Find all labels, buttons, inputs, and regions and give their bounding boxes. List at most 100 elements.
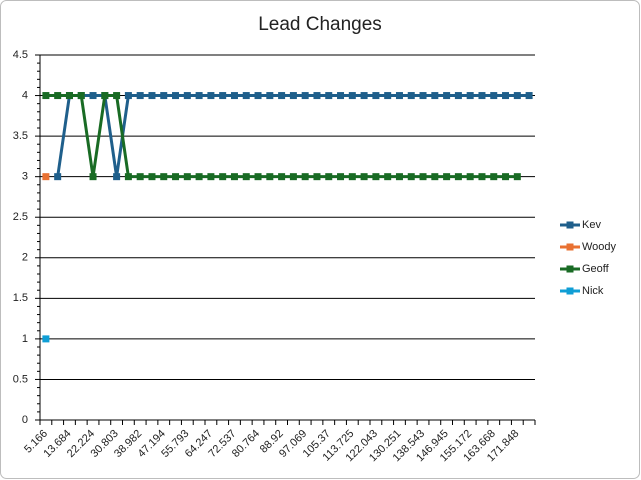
point-marker [419,173,427,181]
point-marker [490,92,498,100]
point-marker [42,173,50,181]
legend-marker [566,287,574,295]
point-marker [513,173,521,181]
point-marker [160,173,168,181]
chart-title: Lead Changes [258,14,382,35]
point-marker [65,92,73,100]
point-marker [266,92,274,100]
point-marker [195,173,203,181]
point-marker [466,92,474,100]
point-marker [360,173,368,181]
point-marker [525,92,533,100]
point-marker [136,92,144,100]
point-marker [313,92,321,100]
point-marker [325,173,333,181]
legend-label: Woody [582,241,617,253]
point-marker [502,92,510,100]
legend-marker [566,221,574,229]
point-marker [195,92,203,100]
point-marker [490,173,498,181]
y-tick-label: 3.5 [13,130,28,142]
point-marker [337,173,345,181]
point-marker [101,92,109,100]
point-marker [431,92,439,100]
point-marker [136,173,144,181]
point-marker [89,92,97,100]
point-marker [242,173,250,181]
point-marker [313,173,321,181]
point-marker [289,173,297,181]
point-marker [372,92,380,100]
point-marker [89,173,97,181]
point-marker [407,173,415,181]
y-tick-label: 3 [22,171,28,183]
point-marker [419,92,427,100]
point-marker [325,92,333,100]
legend-label: Nick [582,285,604,297]
y-tick-label: 0 [22,414,28,426]
point-marker [443,92,451,100]
point-marker [219,173,227,181]
legend-label: Kev [582,219,601,231]
point-marker [207,173,215,181]
point-marker [301,173,309,181]
point-marker [42,92,50,100]
point-marker [502,173,510,181]
point-marker [431,173,439,181]
point-marker [230,173,238,181]
point-marker [242,92,250,100]
point-marker [254,173,262,181]
y-tick-label: 1 [22,333,28,345]
point-marker [407,92,415,100]
point-marker [42,335,50,343]
point-marker [384,92,392,100]
point-marker [443,173,451,181]
point-marker [454,173,462,181]
point-marker [148,173,156,181]
point-marker [113,173,121,181]
y-tick-label: 2 [22,252,28,264]
point-marker [183,173,191,181]
point-marker [360,92,368,100]
point-marker [395,92,403,100]
point-marker [54,173,62,181]
point-marker [54,92,62,100]
point-marker [148,92,156,100]
point-marker [230,92,238,100]
point-marker [384,173,392,181]
point-marker [113,92,121,100]
point-marker [278,92,286,100]
y-tick-label: 0.5 [13,373,28,385]
y-tick-label: 2.5 [13,211,28,223]
legend-marker [566,243,574,251]
point-marker [254,92,262,100]
point-marker [160,92,168,100]
point-marker [124,173,132,181]
point-marker [513,92,521,100]
point-marker [219,92,227,100]
y-tick-label: 4 [22,89,28,101]
point-marker [466,173,474,181]
point-marker [348,173,356,181]
point-marker [478,92,486,100]
point-marker [301,92,309,100]
point-marker [478,173,486,181]
point-marker [289,92,297,100]
y-tick-label: 4.5 [13,49,28,61]
point-marker [183,92,191,100]
point-marker [337,92,345,100]
point-marker [348,92,356,100]
point-marker [172,92,180,100]
legend-label: Geoff [582,263,610,275]
point-marker [172,173,180,181]
point-marker [278,173,286,181]
point-marker [372,173,380,181]
y-tick-label: 1.5 [13,292,28,304]
point-marker [454,92,462,100]
point-marker [77,92,85,100]
legend-marker [566,265,574,273]
point-marker [124,92,132,100]
point-marker [395,173,403,181]
